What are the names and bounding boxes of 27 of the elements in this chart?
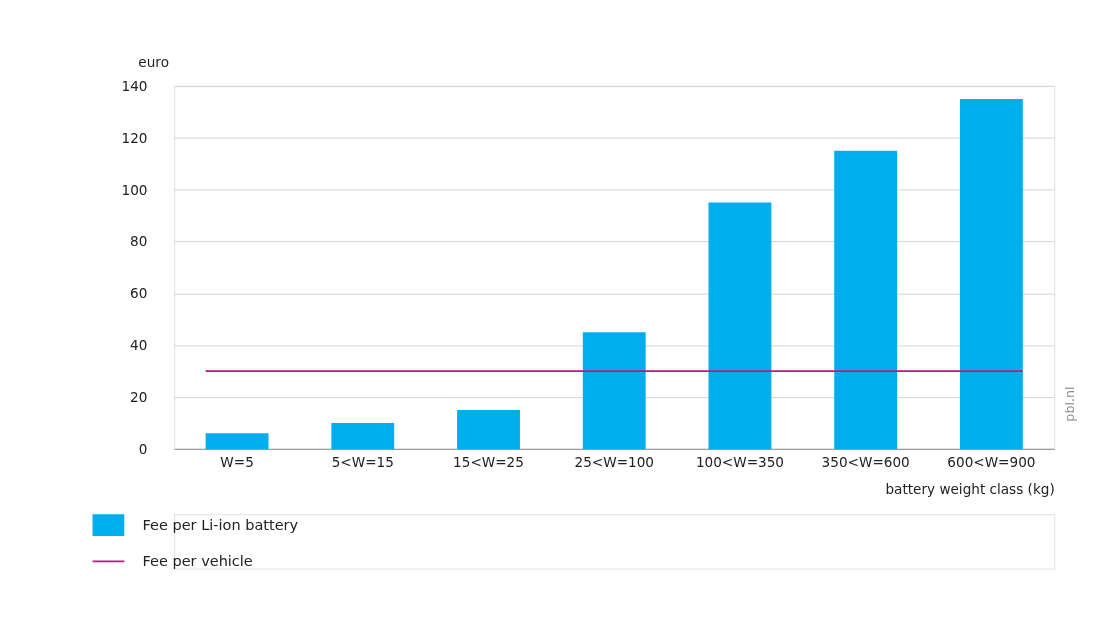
y-tick-label: 120: [121, 129, 148, 146]
bar: [582, 332, 646, 449]
x-axis-title: battery weight class (kg): [885, 480, 1055, 497]
x-tick-label: 100<W=350: [695, 454, 785, 471]
y-tick-label: 0: [138, 440, 148, 457]
y-tick-label: 140: [121, 77, 148, 94]
bar: [959, 98, 1023, 449]
y-tick-label: 80: [130, 233, 148, 250]
bar: [708, 202, 772, 449]
y-axis-title: euro: [138, 54, 169, 71]
x-tick-label: W=5: [220, 454, 254, 471]
bar: [834, 150, 898, 449]
bar: [457, 410, 520, 449]
x-tick-label: 350<W=600: [821, 454, 910, 471]
x-tick-label: 25<W=100: [574, 454, 654, 471]
x-tick-label: 15<W=25: [453, 454, 524, 471]
y-tick-label: 20: [130, 389, 148, 406]
y-tick-label: 60: [130, 285, 148, 302]
y-tick-label: 100: [121, 181, 148, 198]
x-tick-label: 600<W=900: [947, 454, 1036, 471]
legend-label: Fee per Li-ion battery: [142, 516, 299, 533]
bar: [205, 433, 269, 449]
legend-label: Fee per vehicle: [142, 552, 253, 569]
text: pbl.nl: [1062, 386, 1078, 422]
bar: [331, 422, 395, 449]
x-tick-label: 5<W=15: [331, 454, 394, 471]
y-tick-label: 40: [130, 337, 148, 354]
